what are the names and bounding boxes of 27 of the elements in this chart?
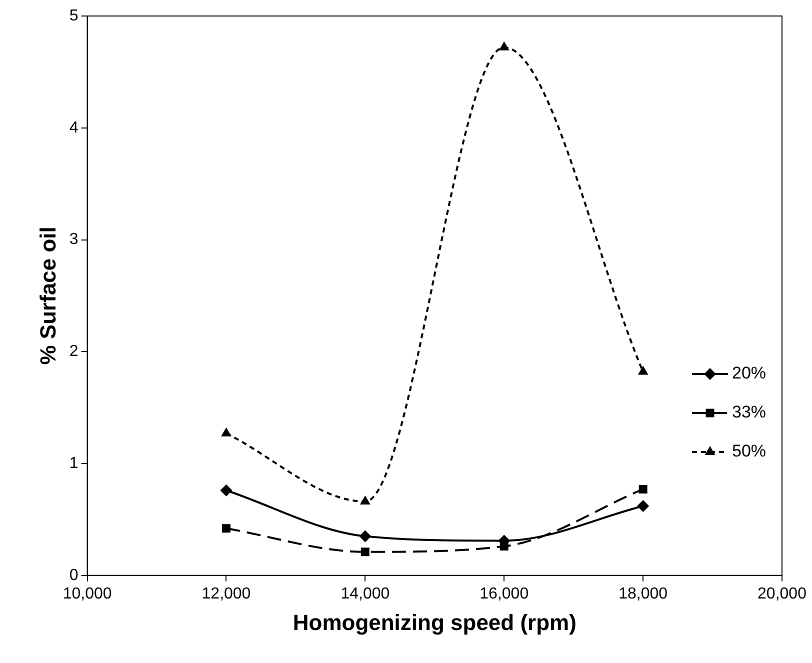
x-tick-label: 12,000 [202, 585, 251, 602]
x-tick-label: 18,000 [618, 585, 668, 602]
y-tick-label: 2 [69, 343, 78, 360]
point [222, 524, 230, 533]
point [498, 41, 510, 50]
y-tick-label: 3 [69, 231, 78, 248]
legend-label: 33% [732, 402, 766, 422]
y-tick-label: 1 [69, 454, 78, 472]
x-axis-title: Homogenizing speed (rpm) [292, 610, 576, 635]
y-tick-label: 0 [69, 566, 78, 584]
point [638, 485, 648, 494]
x-tick-label: 20,000 [758, 585, 807, 602]
y-tick-label: 5 [69, 7, 78, 24]
point [360, 496, 370, 505]
y-axis-title: % Surface oil [35, 226, 60, 365]
point [637, 500, 650, 512]
legend-label: 20% [732, 364, 766, 383]
y-tick-label: 4 [69, 119, 78, 136]
point [638, 366, 648, 375]
x-tick-label: 10,000 [62, 585, 112, 602]
x-tick-label: 16,000 [480, 585, 529, 602]
legend-label: 50% [732, 442, 766, 461]
point [360, 548, 370, 556]
point [221, 427, 232, 436]
point [220, 484, 232, 496]
x-tick-label: 14,000 [340, 585, 390, 602]
point [359, 530, 372, 542]
